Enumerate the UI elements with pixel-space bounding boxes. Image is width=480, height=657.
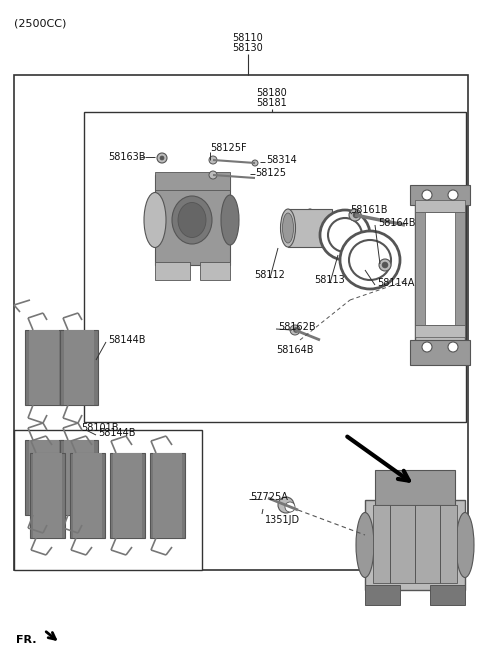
Bar: [153, 453, 182, 538]
Bar: [14, 75, 468, 570]
Ellipse shape: [349, 240, 391, 280]
Circle shape: [448, 342, 458, 352]
Circle shape: [353, 212, 359, 218]
Ellipse shape: [221, 195, 239, 245]
Text: 58113: 58113: [314, 275, 346, 285]
Bar: [14, 430, 202, 570]
Bar: [415, 190, 465, 355]
Bar: [155, 262, 190, 280]
Circle shape: [293, 327, 299, 332]
Text: 58125: 58125: [255, 168, 286, 178]
Text: 58144B: 58144B: [98, 428, 135, 438]
Bar: [375, 470, 455, 505]
Bar: [288, 209, 332, 247]
Bar: [60, 330, 98, 405]
Circle shape: [382, 262, 388, 268]
Bar: [410, 340, 470, 365]
Circle shape: [209, 171, 217, 179]
Text: 58161B: 58161B: [350, 205, 387, 215]
Circle shape: [422, 342, 432, 352]
Ellipse shape: [178, 202, 206, 237]
Bar: [373, 505, 457, 583]
Ellipse shape: [340, 231, 400, 289]
Ellipse shape: [283, 213, 293, 243]
Circle shape: [157, 153, 167, 163]
Ellipse shape: [456, 512, 474, 578]
Bar: [415, 325, 465, 337]
Text: 58180: 58180: [257, 88, 288, 98]
Text: 1351JD: 1351JD: [265, 515, 300, 525]
Bar: [430, 585, 465, 605]
Ellipse shape: [356, 512, 374, 578]
Bar: [110, 453, 145, 538]
Circle shape: [448, 190, 458, 200]
Bar: [415, 200, 465, 212]
Text: 58112: 58112: [254, 270, 286, 280]
Bar: [29, 440, 59, 515]
Circle shape: [349, 209, 361, 221]
Bar: [64, 440, 94, 515]
Ellipse shape: [144, 193, 166, 248]
Bar: [84, 112, 466, 422]
Circle shape: [160, 156, 164, 160]
Circle shape: [252, 160, 258, 166]
Circle shape: [422, 190, 432, 200]
Text: 58101B: 58101B: [81, 423, 119, 433]
Bar: [73, 453, 102, 538]
Text: 58163B: 58163B: [108, 152, 145, 162]
Text: 58162B: 58162B: [278, 322, 316, 332]
Text: 58164B: 58164B: [276, 345, 314, 355]
Bar: [64, 330, 94, 405]
Circle shape: [278, 497, 294, 513]
Ellipse shape: [302, 209, 317, 247]
Bar: [30, 453, 65, 538]
Bar: [365, 585, 400, 605]
Text: 58114A: 58114A: [377, 278, 414, 288]
Ellipse shape: [280, 209, 296, 247]
Text: 58125F: 58125F: [210, 143, 247, 153]
Text: 57725A: 57725A: [250, 492, 288, 502]
Text: 58130: 58130: [233, 43, 264, 53]
Bar: [155, 175, 230, 265]
Bar: [29, 330, 59, 405]
Bar: [25, 440, 63, 515]
Bar: [33, 453, 62, 538]
Bar: [70, 453, 105, 538]
Circle shape: [209, 156, 217, 164]
Bar: [410, 185, 470, 205]
Ellipse shape: [320, 210, 370, 260]
Bar: [25, 330, 63, 405]
Text: 58181: 58181: [257, 98, 288, 108]
Bar: [365, 500, 465, 590]
Bar: [150, 453, 185, 538]
Text: 58164B: 58164B: [378, 218, 416, 228]
Bar: [155, 172, 230, 190]
Text: 58144B: 58144B: [108, 335, 145, 345]
Text: 58110: 58110: [233, 33, 264, 43]
Bar: [455, 212, 465, 325]
Text: (2500CC): (2500CC): [14, 18, 66, 28]
Circle shape: [285, 502, 295, 512]
Bar: [415, 212, 425, 325]
Ellipse shape: [328, 218, 362, 252]
Bar: [288, 209, 332, 247]
Circle shape: [379, 259, 391, 271]
Circle shape: [290, 325, 300, 335]
Bar: [200, 262, 230, 280]
Bar: [421, 212, 459, 325]
Ellipse shape: [172, 196, 212, 244]
Bar: [113, 453, 142, 538]
Text: 58314: 58314: [266, 155, 297, 165]
Bar: [60, 440, 98, 515]
Text: FR.: FR.: [16, 635, 36, 645]
